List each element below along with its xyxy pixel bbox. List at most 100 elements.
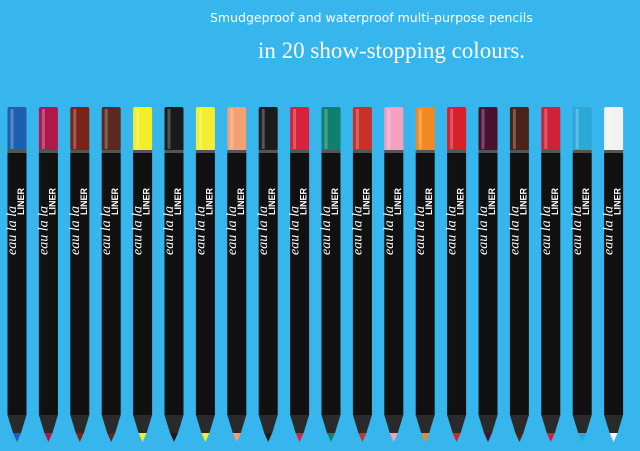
pencil-cap-shine <box>387 109 391 149</box>
pencil-cap-shine <box>104 109 108 149</box>
pencil-cap <box>604 107 624 151</box>
pencil-cap-shine <box>261 109 265 149</box>
pencil-wood <box>290 415 310 433</box>
pencil-wood <box>541 415 561 433</box>
pencil-name: eau la la <box>36 206 51 255</box>
pencil-name: eau la la <box>539 206 554 255</box>
headline-1: Smudgeproof and waterproof multi-purpose… <box>210 10 533 25</box>
pencil-cap <box>509 107 529 151</box>
pencil-tip <box>546 433 555 442</box>
pencil-cap <box>478 107 498 151</box>
pencil-body <box>164 153 184 415</box>
pencil-sub: LINER <box>204 187 214 215</box>
pencil-sub: LINER <box>330 187 340 215</box>
pencil-tip <box>515 433 524 442</box>
pencil-band <box>352 150 372 153</box>
headline-2: in 20 show-stopping colours. <box>258 38 525 63</box>
pencil-cap <box>38 107 58 151</box>
pencil-sub: LINER <box>613 187 623 215</box>
pencil-cap <box>572 107 592 151</box>
pencil-tip <box>170 433 178 442</box>
pencil-cap-shine <box>230 109 234 149</box>
pencil-sub: LINER <box>581 187 591 215</box>
pencil-cap <box>195 107 215 151</box>
pencil-cap <box>133 107 153 151</box>
pencil-wood <box>133 415 153 433</box>
pencil-band <box>101 150 121 153</box>
pencil-tip <box>107 433 116 442</box>
pencil-cap-shine <box>355 109 359 149</box>
pencil-body <box>384 153 404 415</box>
pencil-sub: LINER <box>16 187 26 215</box>
pencil-cap <box>258 107 278 151</box>
pencil-cap <box>164 107 184 151</box>
pencil-band <box>195 150 215 153</box>
pencil-cap-shine <box>575 109 579 149</box>
pencil-name: eau la la <box>570 206 585 255</box>
pencil-sub: LINER <box>456 187 466 215</box>
pencil-cap <box>7 107 27 151</box>
pencil-sub: LINER <box>487 187 497 215</box>
pencil-tip <box>358 433 367 442</box>
pencil-band <box>38 150 58 153</box>
pencil-tip <box>75 433 84 442</box>
pencil-cap-shine <box>607 109 611 149</box>
pencil-tip <box>295 433 304 442</box>
pencil-body <box>290 153 310 415</box>
pencil-body <box>258 153 278 415</box>
pencil-tip <box>138 433 147 442</box>
pencil-name: eau la la <box>193 206 208 255</box>
pencil-name: eau la la <box>99 206 114 255</box>
pencil-wood <box>321 415 341 433</box>
pencil-tip <box>389 433 398 442</box>
pencil-body <box>321 153 341 415</box>
pencil-name: eau la la <box>319 206 334 255</box>
pencil-band <box>133 150 153 153</box>
pencil-cap-shine <box>73 109 77 149</box>
pencil-band <box>541 150 561 153</box>
pencil-cap-shine <box>293 109 297 149</box>
pencil-wood <box>7 415 27 433</box>
pencil-sub: LINER <box>110 187 120 215</box>
pencil-name: eau la la <box>602 206 617 255</box>
pencil-tip <box>201 433 210 442</box>
pencil-band <box>384 150 404 153</box>
pencil-name: eau la la <box>225 206 240 255</box>
pencil-wood <box>164 415 184 433</box>
pencil-tip <box>421 433 430 442</box>
pencil-name: eau la la <box>288 206 303 255</box>
pencil-cap-shine <box>450 109 454 149</box>
pencil-body <box>352 153 372 415</box>
pencil-tip <box>609 433 618 442</box>
pencil-cap-shine <box>324 109 328 149</box>
pencil-cap-shine <box>167 109 171 149</box>
pencil-band <box>164 150 184 153</box>
pencil-sub: LINER <box>393 187 403 215</box>
pencil-cap <box>352 107 372 151</box>
pencil-wood <box>384 415 404 433</box>
pencil-cap <box>447 107 467 151</box>
pencil-name: eau la la <box>445 206 460 255</box>
pencil-tip <box>264 433 273 442</box>
pencil-band <box>572 150 592 153</box>
pencil-tip <box>452 433 461 442</box>
pencil-body <box>572 153 592 415</box>
pencil-wood <box>415 415 435 433</box>
pencil-cap <box>321 107 341 151</box>
pencil-sub: LINER <box>299 187 309 215</box>
pencil-name: eau la la <box>5 206 20 255</box>
pencil-cap-shine <box>544 109 548 149</box>
